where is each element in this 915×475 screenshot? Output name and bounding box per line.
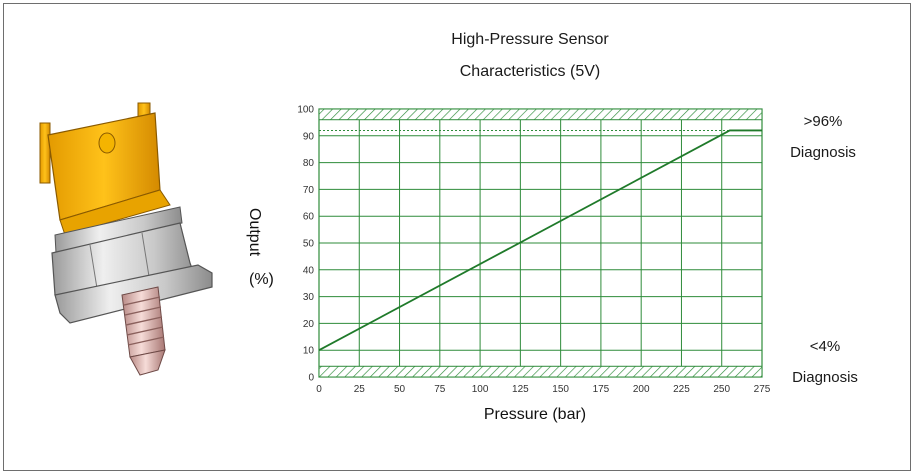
y-tick-label: 40 (303, 265, 315, 276)
lower-diagnosis-text: Diagnosis (792, 369, 858, 386)
x-tick-label: 150 (552, 384, 569, 395)
diagnosis-bands (318, 108, 763, 378)
lower-diagnosis-band (318, 365, 763, 378)
x-axis-label: Pressure (bar) (483, 406, 587, 423)
y-tick-label: 30 (303, 292, 315, 303)
y-tick-label: 100 (297, 105, 314, 116)
y-tick-label: 70 (303, 185, 315, 196)
series (318, 129, 762, 351)
y-axis-label-unit: (%) (249, 271, 274, 288)
output-line (318, 129, 762, 351)
x-tick-label: 175 (593, 384, 610, 395)
upper-diagnosis-band (318, 108, 763, 121)
upper-diagnosis-text: Diagnosis (790, 144, 856, 161)
x-tick-label: 50 (394, 384, 406, 395)
tick-labels: 0 25 50 75 100 125 150 175 200 225 250 275 0 10 20 30 40… (297, 105, 770, 396)
pressure-sensor-image (39, 102, 213, 376)
y-tick-label: 80 (303, 158, 315, 169)
y-tick-label: 60 (303, 212, 315, 223)
x-tick-label: 225 (673, 384, 690, 395)
x-tick-label: 100 (472, 384, 489, 395)
x-tick-label: 275 (754, 384, 771, 395)
x-tick-label: 0 (316, 384, 322, 395)
upper-diagnosis-value: >96% (803, 113, 843, 130)
y-tick-label: 0 (308, 373, 314, 384)
x-tick-label: 125 (512, 384, 529, 395)
x-tick-label: 250 (713, 384, 730, 395)
chart-title-line2: Characteristics (5V) (459, 63, 601, 80)
lower-diagnosis-value: <4% (809, 338, 841, 355)
y-tick-label: 90 (303, 131, 315, 142)
y-tick-label: 10 (303, 346, 315, 357)
y-tick-label: 50 (303, 239, 315, 250)
y-axis-label: Output (%) (237, 208, 277, 288)
x-tick-label: 200 (633, 384, 650, 395)
y-axis-label-text: Output (246, 208, 263, 257)
x-tick-label: 75 (434, 384, 446, 395)
chart-title-line1: High-Pressure Sensor (451, 31, 609, 48)
y-tick-label: 20 (303, 319, 315, 330)
x-tick-label: 25 (354, 384, 366, 395)
